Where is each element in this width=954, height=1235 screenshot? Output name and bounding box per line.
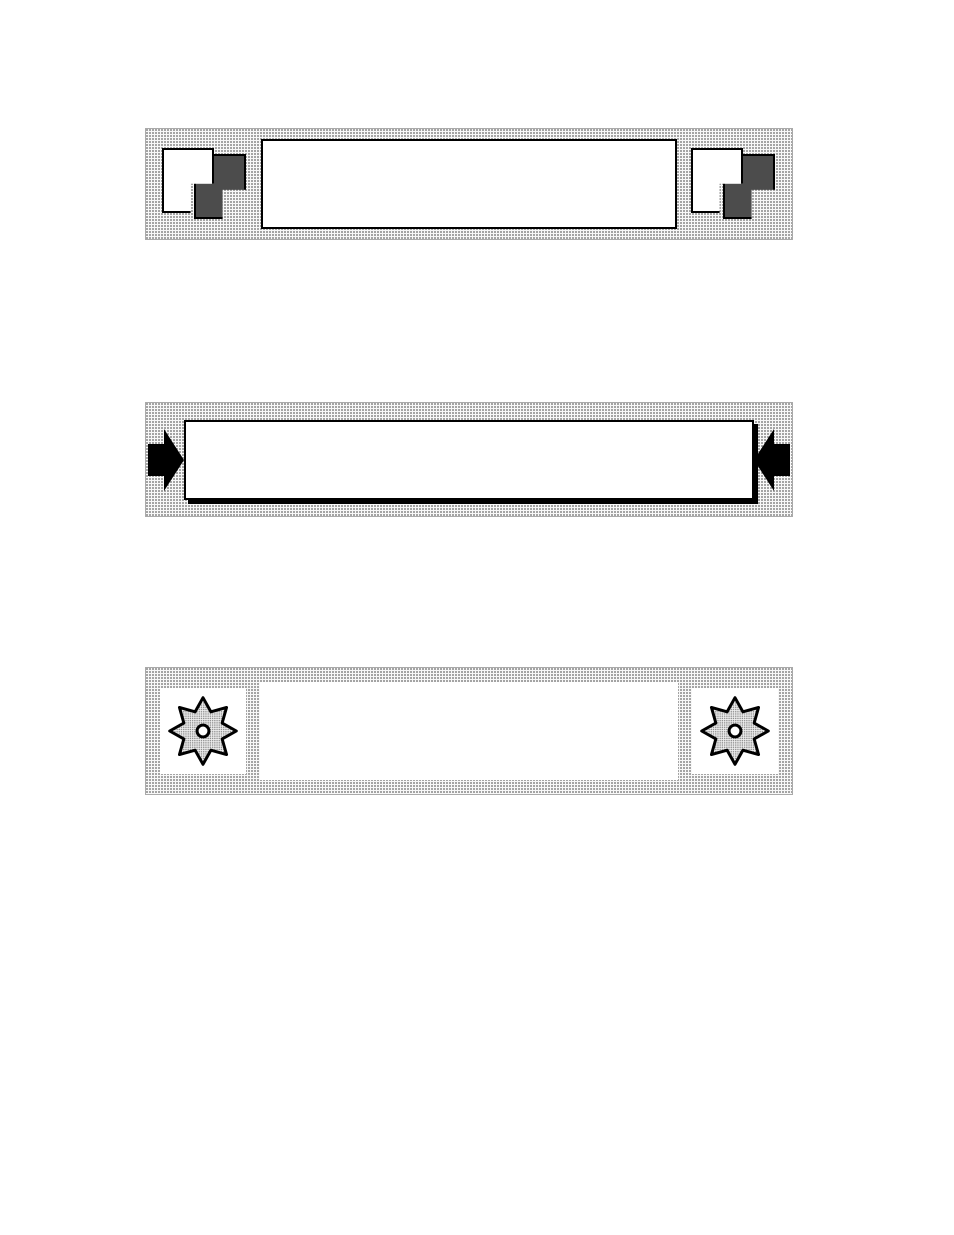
l-shapes-icon: [691, 148, 776, 220]
panel-arrows: [145, 402, 793, 517]
l-shapes-icon: [162, 148, 247, 220]
gear-icon: [160, 688, 246, 774]
page: [0, 0, 954, 1235]
gear-icon: [692, 688, 778, 774]
panel-gears: [145, 667, 793, 795]
panel2-content-box: [184, 420, 754, 500]
panel-l-shapes: [145, 128, 793, 240]
arrow-right-icon: [148, 429, 184, 491]
arrow-left-icon: [754, 429, 790, 491]
panel3-content-box: [260, 682, 678, 780]
panel1-content-box: [261, 139, 677, 229]
